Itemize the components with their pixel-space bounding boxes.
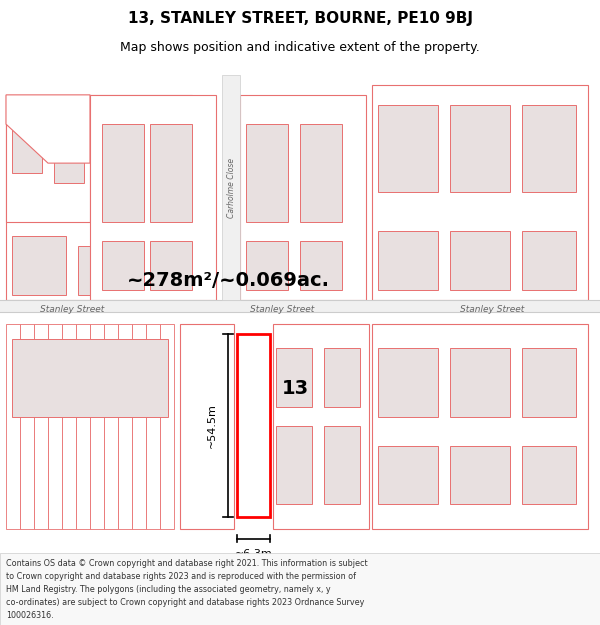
Bar (522, 231, 576, 290)
Text: 13, STANLEY STREET, BOURNE, PE10 9BJ: 13, STANLEY STREET, BOURNE, PE10 9BJ (128, 11, 473, 26)
Bar (300, 241, 342, 290)
Polygon shape (6, 95, 90, 163)
Bar (276, 348, 312, 407)
Bar (160, 324, 174, 529)
Bar (324, 426, 360, 504)
Bar (378, 446, 438, 504)
Bar (78, 246, 126, 295)
Text: ~54.5m: ~54.5m (207, 402, 217, 448)
Bar (522, 446, 576, 504)
Bar (300, 124, 342, 222)
Bar (246, 124, 288, 222)
Bar (12, 114, 42, 173)
Bar (20, 324, 34, 529)
Bar (76, 324, 90, 529)
Bar (378, 348, 438, 417)
Bar (372, 85, 588, 299)
Text: Map shows position and indicative extent of the property.: Map shows position and indicative extent… (120, 41, 480, 54)
Bar (54, 114, 84, 182)
Bar (522, 104, 576, 192)
Text: to Crown copyright and database rights 2023 and is reproduced with the permissio: to Crown copyright and database rights 2… (6, 572, 356, 581)
Text: ~278m²/~0.069ac.: ~278m²/~0.069ac. (127, 271, 329, 289)
Text: Carholme Close: Carholme Close (227, 158, 235, 218)
Bar (12, 339, 168, 417)
Bar (132, 324, 146, 529)
Bar (450, 446, 510, 504)
Text: Stanley Street: Stanley Street (250, 305, 314, 314)
Bar (132, 246, 180, 295)
Text: co-ordinates) are subject to Crown copyright and database rights 2023 Ordnance S: co-ordinates) are subject to Crown copyr… (6, 598, 364, 607)
Bar (378, 231, 438, 290)
Bar (90, 324, 104, 529)
Text: Contains OS data © Crown copyright and database right 2021. This information is : Contains OS data © Crown copyright and d… (6, 559, 368, 568)
Text: 13: 13 (282, 379, 309, 398)
Bar (104, 324, 118, 529)
Bar (378, 104, 438, 192)
Bar (102, 241, 144, 290)
Bar (62, 324, 76, 529)
Bar (222, 76, 240, 299)
Bar (6, 95, 90, 222)
Text: Stanley Street: Stanley Street (460, 305, 524, 314)
Bar (450, 104, 510, 192)
Bar (0, 299, 600, 312)
Bar (12, 236, 66, 295)
Bar (90, 95, 216, 299)
Text: HM Land Registry. The polygons (including the associated geometry, namely x, y: HM Land Registry. The polygons (includin… (6, 585, 331, 594)
Bar (150, 124, 192, 222)
Bar (180, 324, 234, 529)
Bar (34, 324, 48, 529)
Bar (118, 324, 132, 529)
Bar (48, 324, 62, 529)
Bar (6, 95, 192, 299)
Bar (522, 348, 576, 417)
Bar (276, 426, 312, 504)
Bar (240, 95, 366, 299)
Bar (6, 324, 20, 529)
Text: ~6.3m: ~6.3m (235, 549, 272, 559)
Bar (372, 324, 588, 529)
Text: Stanley Street: Stanley Street (40, 305, 104, 314)
Bar (150, 241, 192, 290)
Text: 100026316.: 100026316. (6, 611, 53, 619)
Bar (102, 124, 144, 222)
Bar (146, 324, 160, 529)
Bar (246, 241, 288, 290)
Bar (273, 324, 369, 529)
Bar (450, 231, 510, 290)
Bar (450, 348, 510, 417)
Bar (237, 334, 270, 516)
Bar (324, 348, 360, 407)
